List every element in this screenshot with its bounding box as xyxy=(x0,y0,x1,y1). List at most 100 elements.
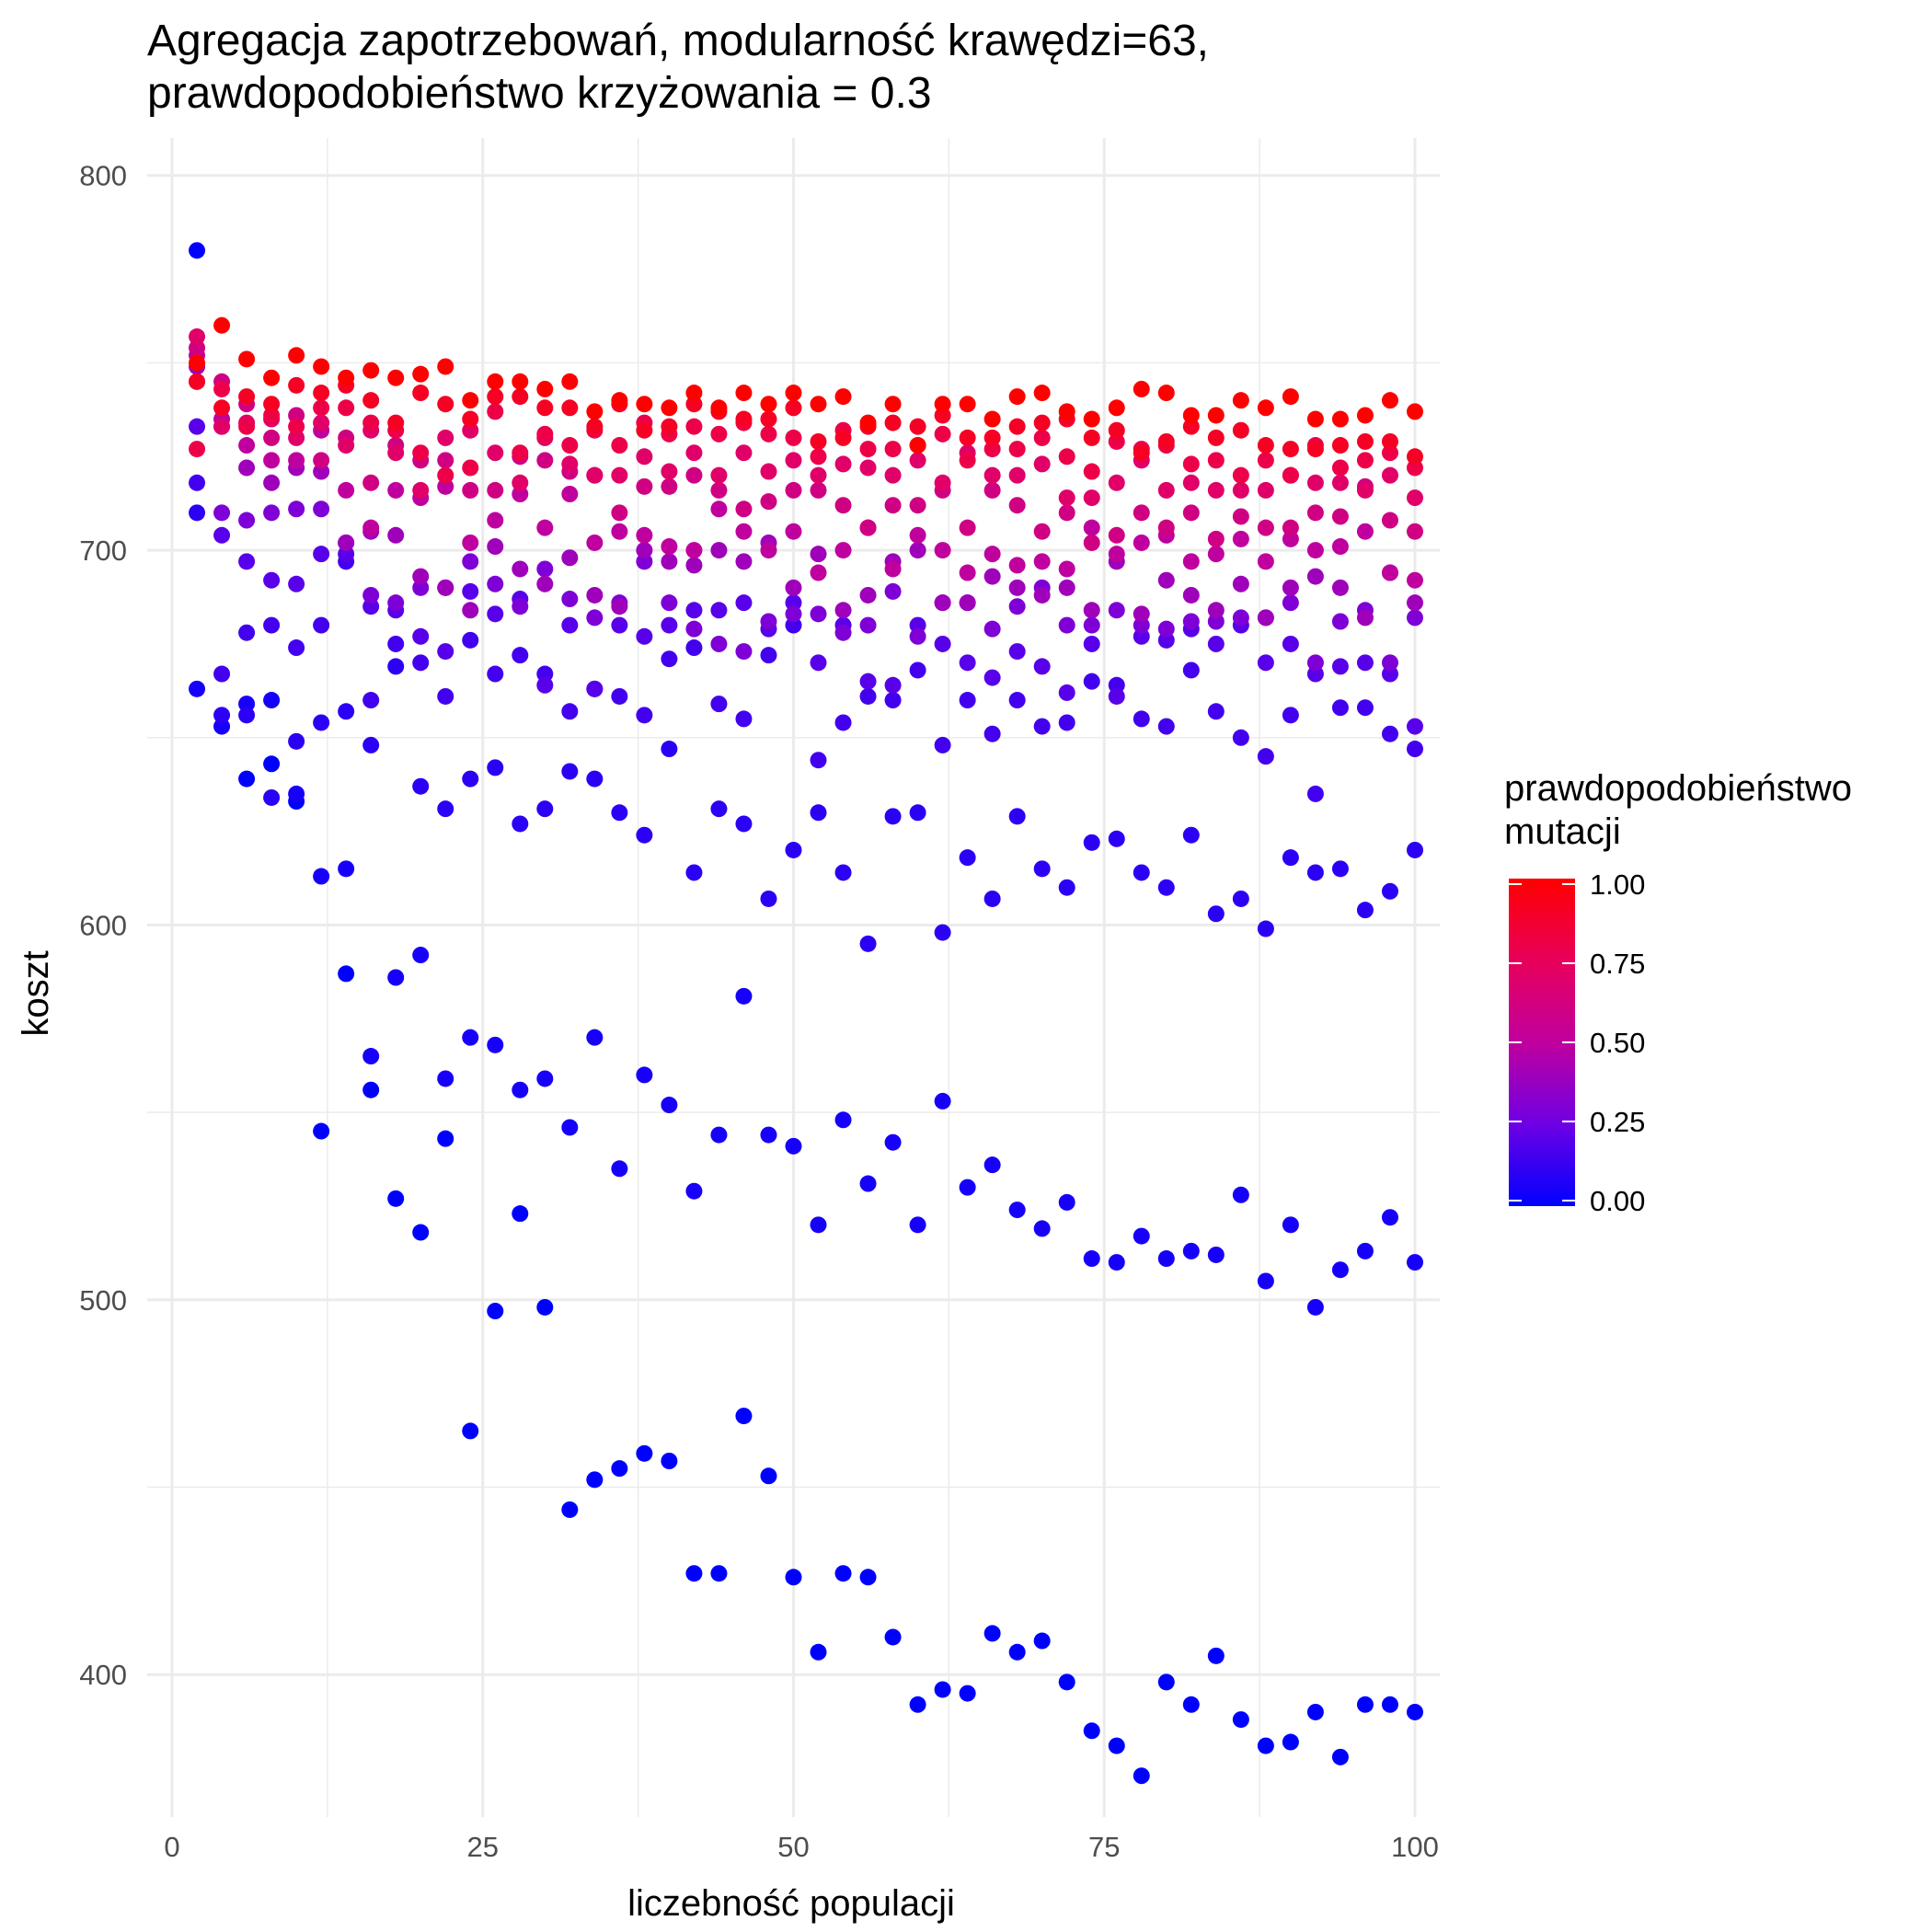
data-point xyxy=(1356,1242,1374,1259)
color-legend: prawdopodobieństwo mutacji 0.000.250.500… xyxy=(1504,768,1852,1217)
data-point xyxy=(685,639,703,657)
data-point xyxy=(1381,1696,1398,1713)
data-point xyxy=(362,474,380,491)
data-point xyxy=(1207,1246,1225,1263)
data-point xyxy=(710,1126,728,1144)
data-point xyxy=(313,452,330,469)
data-point xyxy=(586,403,604,420)
legend-tick-label: 0.00 xyxy=(1590,1185,1645,1217)
data-point xyxy=(1058,448,1075,466)
data-point xyxy=(1182,407,1200,424)
data-point xyxy=(238,624,256,641)
data-point xyxy=(1232,890,1249,907)
data-point xyxy=(238,553,256,570)
data-point xyxy=(1356,609,1374,627)
data-point xyxy=(1133,534,1150,551)
data-point xyxy=(735,710,753,728)
data-point xyxy=(1207,530,1225,547)
data-point xyxy=(1182,613,1200,630)
data-point xyxy=(1257,748,1274,765)
data-point xyxy=(561,399,579,417)
data-point xyxy=(785,841,802,858)
data-point xyxy=(512,560,529,578)
data-point xyxy=(710,635,728,652)
data-point xyxy=(238,770,256,788)
data-point xyxy=(1182,826,1200,844)
data-point xyxy=(1306,1298,1324,1316)
data-point xyxy=(859,935,877,952)
data-point xyxy=(1282,466,1299,484)
data-point xyxy=(1182,661,1200,679)
data-point xyxy=(1182,474,1200,491)
data-point xyxy=(934,542,951,559)
data-point xyxy=(1331,474,1349,491)
data-point xyxy=(636,396,653,413)
data-point xyxy=(412,947,430,964)
data-point xyxy=(1108,526,1125,544)
data-point xyxy=(810,1216,827,1234)
data-point xyxy=(735,410,753,428)
data-point xyxy=(685,542,703,559)
data-point xyxy=(1356,432,1374,450)
data-point xyxy=(362,692,380,709)
data-point xyxy=(611,687,628,705)
data-point xyxy=(834,864,852,881)
legend-title-line1: prawdopodobieństwo xyxy=(1504,768,1852,809)
data-point xyxy=(362,586,380,604)
data-point xyxy=(412,1224,430,1241)
data-point xyxy=(1008,692,1026,709)
data-point xyxy=(586,680,604,697)
y-tick-label: 500 xyxy=(79,1284,127,1317)
data-point xyxy=(983,429,1001,446)
data-point xyxy=(1356,902,1374,919)
data-points xyxy=(189,242,1423,1785)
data-point xyxy=(1058,1193,1075,1211)
data-point xyxy=(909,497,926,514)
data-point xyxy=(934,474,951,491)
data-point xyxy=(735,385,753,402)
data-point xyxy=(362,519,380,536)
data-point xyxy=(487,373,504,390)
data-point xyxy=(934,1681,951,1698)
data-point xyxy=(1306,785,1324,802)
data-point xyxy=(685,385,703,402)
data-point xyxy=(1257,399,1274,417)
data-point xyxy=(1008,1202,1026,1219)
data-point xyxy=(462,631,479,649)
data-point xyxy=(884,692,902,709)
data-point xyxy=(611,437,628,454)
data-point xyxy=(1257,920,1274,937)
data-point xyxy=(959,692,976,709)
data-point xyxy=(810,804,827,822)
data-point xyxy=(735,643,753,661)
data-point xyxy=(561,616,579,634)
data-point xyxy=(810,448,827,466)
data-point xyxy=(561,703,579,720)
data-point xyxy=(909,542,926,559)
data-point xyxy=(561,437,579,454)
data-point xyxy=(1406,448,1423,466)
data-point xyxy=(1306,441,1324,458)
data-point xyxy=(834,455,852,473)
data-point xyxy=(1306,654,1324,672)
data-point xyxy=(1207,703,1225,720)
data-point xyxy=(611,598,628,615)
data-point xyxy=(487,605,504,623)
data-point xyxy=(263,788,281,806)
data-point xyxy=(909,804,926,822)
data-point xyxy=(934,924,951,941)
data-point xyxy=(213,399,231,417)
data-point xyxy=(661,477,678,495)
data-point xyxy=(1257,654,1274,672)
data-point xyxy=(1108,1737,1125,1754)
data-point xyxy=(959,1685,976,1702)
data-point xyxy=(810,564,827,581)
data-point xyxy=(834,429,852,446)
data-point xyxy=(959,519,976,536)
data-point xyxy=(263,474,281,491)
data-point xyxy=(983,890,1001,907)
data-point xyxy=(611,616,628,634)
data-point xyxy=(1133,444,1150,462)
data-point xyxy=(1157,432,1175,450)
data-point xyxy=(561,455,579,473)
